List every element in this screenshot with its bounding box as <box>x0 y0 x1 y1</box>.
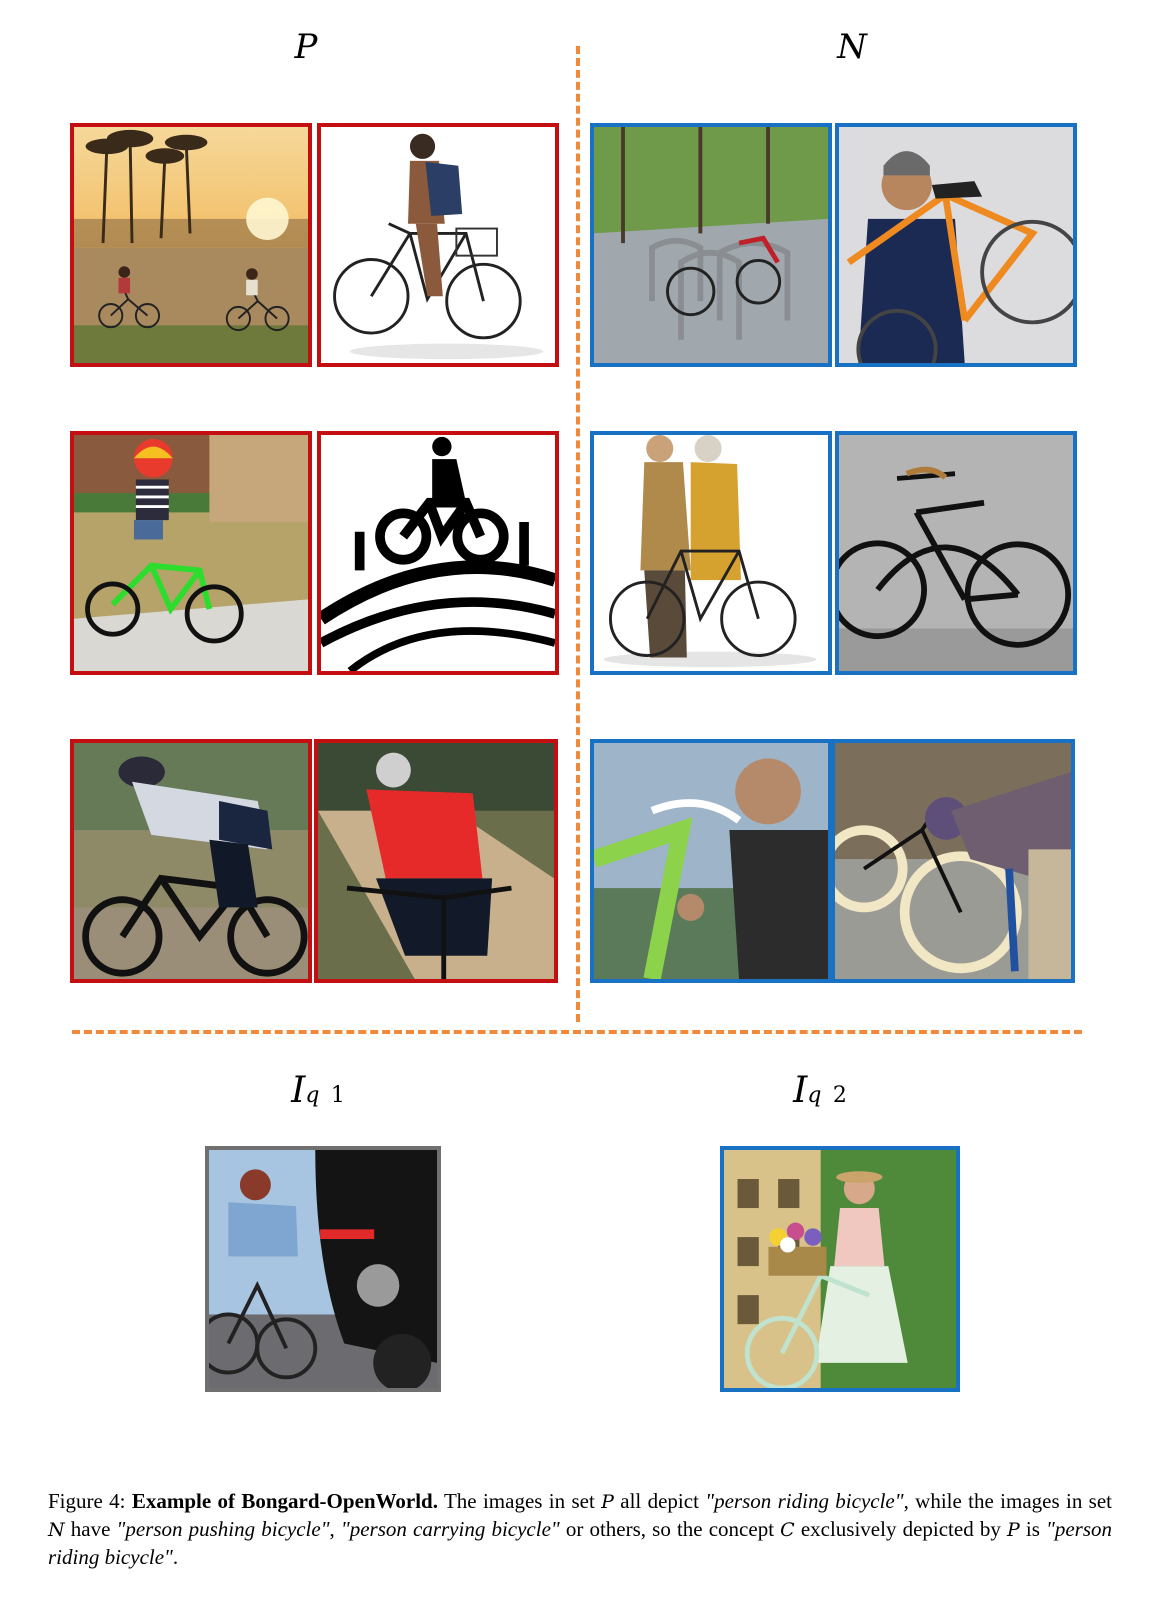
negative-image-black-bike-wall <box>835 431 1077 675</box>
caption-text-3: , while the images in set <box>903 1489 1112 1513</box>
positive-image-red-jersey-cyclist <box>314 739 558 983</box>
figure-caption: Figure 4: Example of Bongard-OpenWorld. … <box>48 1488 1112 1571</box>
negative-image-parked-bikes <box>590 123 832 367</box>
positive-image-child-green-bike <box>70 431 312 675</box>
query-2-label: Iq 2 <box>793 1070 847 1111</box>
caption-figure-label: Figure 4: <box>48 1489 126 1513</box>
caption-set-p: P <box>601 1491 614 1513</box>
caption-quote-pushing: "person pushing bicycle" <box>116 1517 330 1541</box>
caption-text-8: is <box>1019 1517 1047 1541</box>
positive-image-cyclist-clipart <box>317 431 559 675</box>
caption-set-n: N <box>48 1519 65 1541</box>
caption-quote-riding-2: "person riding bicycle" <box>48 1517 1112 1569</box>
caption-text-1: The images in set <box>438 1489 602 1513</box>
query-image-1-woman-cycling <box>205 1146 441 1392</box>
negative-set-label: N <box>837 27 867 67</box>
caption-title: Example of Bongard-OpenWorld. <box>131 1489 438 1513</box>
positive-image-racing-cyclist <box>70 739 312 983</box>
caption-set-c: C <box>780 1519 795 1541</box>
caption-text-4: have <box>64 1517 117 1541</box>
caption-set-p-2: P <box>1006 1519 1020 1541</box>
positive-image-sunset-cyclists <box>70 123 312 367</box>
negative-image-couple-walking-bike <box>590 431 832 675</box>
caption-quote-riding: "person riding bicycle" <box>705 1489 904 1513</box>
negative-image-cleaning-bike <box>590 739 832 983</box>
negative-image-pumping-tire <box>831 739 1075 983</box>
query-image-2-woman-flowers-bike <box>720 1146 960 1392</box>
caption-text-7: exclusively depicted by <box>794 1517 1007 1541</box>
caption-text-6: or others, so the concept <box>559 1517 781 1541</box>
positive-set-label: P <box>294 27 318 67</box>
horizontal-divider <box>72 1030 1082 1034</box>
query-1-label: Iq 1 <box>291 1070 345 1111</box>
negative-image-carrying-bike <box>835 123 1077 367</box>
positive-image-backpack-cyclist <box>317 123 559 367</box>
caption-quote-carrying: "person carrying bicycle" <box>340 1517 560 1541</box>
caption-text-5: , <box>329 1517 341 1541</box>
vertical-divider <box>576 46 580 1022</box>
caption-text-2: all depict <box>613 1489 706 1513</box>
caption-text-9: . <box>172 1545 179 1569</box>
